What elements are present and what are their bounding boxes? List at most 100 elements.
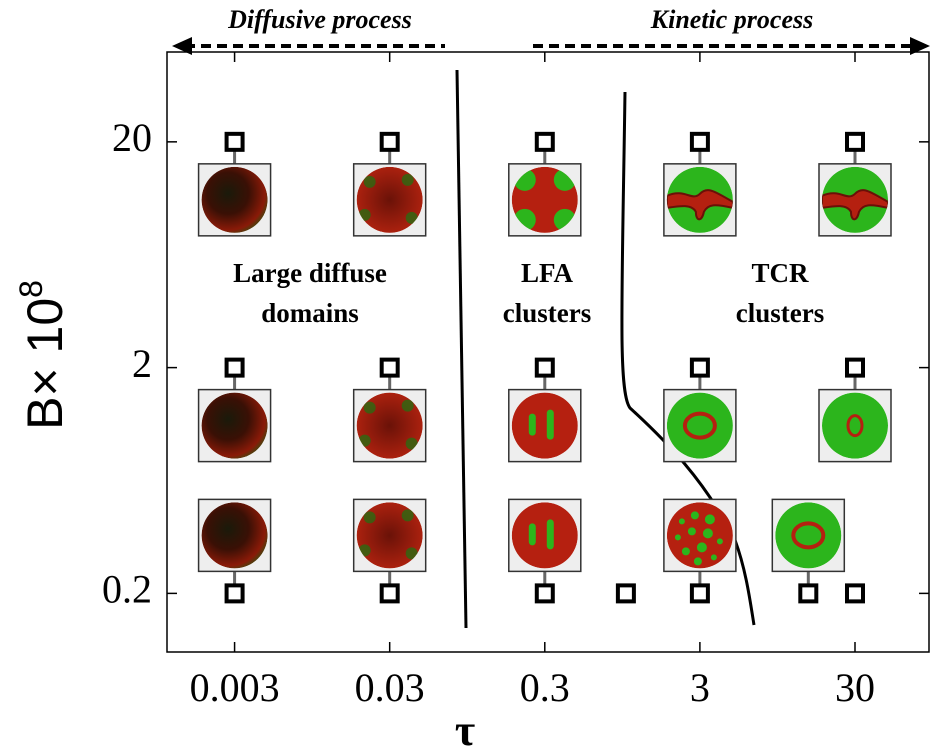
marker (224, 357, 245, 378)
pattern-blob (528, 523, 536, 546)
pattern-clip (775, 502, 842, 569)
x-axis-label: τ (455, 706, 475, 751)
x-tick-label: 30 (835, 665, 875, 710)
pattern-blob (666, 189, 733, 221)
pattern-blob (687, 527, 696, 536)
pattern-clip (356, 166, 423, 233)
plot-frame (166, 51, 930, 653)
marker (379, 131, 400, 152)
marker (224, 583, 245, 604)
thumbnail (201, 502, 268, 569)
thumbnail (821, 166, 888, 233)
pattern-blob (674, 534, 681, 541)
pattern-clip (201, 392, 268, 459)
pattern-blob (690, 511, 699, 520)
thumbnail (356, 502, 423, 569)
pattern-blob (363, 401, 376, 414)
marker (844, 357, 865, 378)
region-label: clusters (503, 298, 591, 328)
region-label: Large diffuse (233, 258, 387, 288)
pattern-clip (666, 166, 733, 233)
marker (689, 357, 710, 378)
pattern-clip (511, 392, 578, 459)
pattern-blob (363, 511, 376, 524)
y-tick-label: 2 (132, 341, 152, 386)
pattern-bg (201, 392, 268, 459)
y-axis-label: B× 108 (13, 280, 73, 430)
pattern-bg (821, 392, 888, 459)
thumbnail (666, 392, 733, 459)
thumbnail (356, 392, 423, 459)
pattern-clip (511, 502, 578, 569)
marker (534, 583, 555, 604)
pattern-clip (356, 392, 423, 459)
annotation: Diffusive process (227, 5, 412, 34)
pattern-blob (401, 173, 414, 186)
pattern-bg (511, 392, 578, 459)
pattern-blob (405, 547, 418, 560)
thumbnail (511, 502, 578, 569)
pattern-blob (682, 411, 717, 440)
region-label: LFA (521, 258, 573, 288)
thumbnail (201, 392, 268, 459)
pattern-blob (405, 211, 418, 224)
pattern-blob (791, 521, 826, 550)
pattern-bg (201, 166, 268, 233)
pattern-clip (356, 502, 423, 569)
pattern-blob (528, 413, 536, 436)
x-tick-label: 0.3 (520, 665, 570, 710)
pattern-clip (201, 502, 268, 569)
pattern-blob (704, 514, 715, 525)
marker (689, 583, 710, 604)
region-label: clusters (736, 298, 824, 328)
pattern-blob (401, 509, 414, 522)
thumbnail (666, 166, 733, 233)
phase-boundary (455, 69, 468, 629)
thumbnail (775, 502, 842, 569)
pattern-blob (716, 538, 723, 545)
region-label: TCR (751, 258, 809, 288)
marker (798, 583, 819, 604)
marker (615, 583, 636, 604)
arrow-head (910, 37, 930, 55)
annotation: Kinetic process (650, 5, 814, 34)
pattern-blob (681, 547, 690, 556)
pattern-clip (666, 392, 733, 459)
marker (379, 583, 400, 604)
x-tick-label: 0.003 (190, 665, 280, 710)
pattern-bg (666, 392, 733, 459)
pattern-blob (546, 519, 554, 550)
y-tick-label: 20 (112, 115, 152, 160)
pattern-blob (710, 554, 717, 561)
pattern-clip (201, 166, 268, 233)
arrow-head (172, 37, 192, 55)
marker (224, 131, 245, 152)
thumbnail (666, 502, 733, 569)
pattern-blob (821, 189, 888, 221)
pattern-blob (546, 409, 554, 440)
thumbnail (821, 392, 888, 459)
marker (844, 583, 865, 604)
marker (379, 357, 400, 378)
pattern-clip (821, 392, 888, 459)
x-tick-label: 0.03 (355, 665, 425, 710)
pattern-bg (775, 502, 842, 569)
marker (689, 131, 710, 152)
pattern-blob (678, 518, 685, 525)
pattern-bg (511, 502, 578, 569)
x-tick-label: 3 (690, 665, 710, 710)
pattern-clip (666, 502, 733, 569)
region-label: domains (261, 298, 359, 328)
pattern-clip (511, 166, 578, 233)
thumbnail (201, 166, 268, 233)
marker (534, 357, 555, 378)
pattern-blob (405, 437, 418, 450)
thumbnail (511, 392, 578, 459)
pattern-blob (702, 528, 713, 539)
pattern-blob (401, 399, 414, 412)
pattern-bg (201, 502, 268, 569)
marker (844, 131, 865, 152)
marker (534, 131, 555, 152)
pattern-blob (696, 542, 707, 553)
